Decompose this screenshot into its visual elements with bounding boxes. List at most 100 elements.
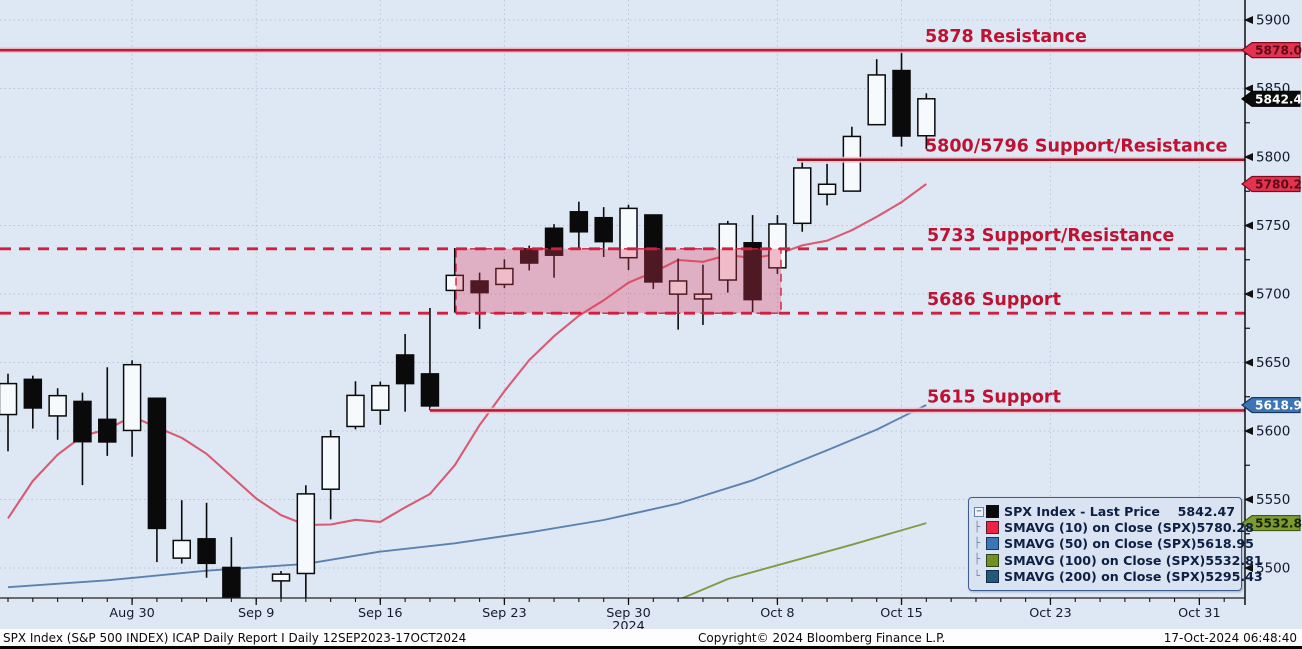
candle-body [792, 167, 812, 225]
axes: 590058505800575057005650560055505500Aug … [0, 0, 1290, 629]
annotations: 5878 Resistance 5800/5796 Support/Resista… [0, 27, 1245, 414]
y-tick-arrow-icon [1244, 495, 1253, 504]
candle-body [197, 538, 216, 565]
candle-body [569, 211, 589, 233]
candle-body [222, 566, 241, 598]
annotation-label: 5878 Resistance [925, 27, 1087, 47]
y-axis-label: 5900 [1256, 13, 1290, 29]
y-tick-arrow-icon [1244, 358, 1253, 367]
candle-body [495, 267, 514, 286]
candle-body [321, 436, 340, 490]
smavg200-swatch-icon [986, 570, 999, 584]
candle-Oct-11 [842, 126, 862, 192]
sma-overlay-line-50 [7, 404, 927, 589]
price-badge-5618.95: 5618.95 [1241, 396, 1302, 414]
status-bar: SPX Index (S&P 500 INDEX) ICAP Daily Rep… [0, 629, 1302, 646]
price-badge-text: 5532.81 [1255, 517, 1302, 531]
spx-swatch-icon [986, 504, 999, 518]
x-axis-label: Sep 16 [358, 606, 402, 621]
candle-body [619, 207, 638, 259]
candle-body [693, 293, 713, 300]
x-axis-label: Oct 31 [1178, 606, 1220, 621]
legend-row-smavg10[interactable]: ├ SMAVG (10) on Close (SPX) 5780.28 [974, 519, 1254, 536]
candle-Oct-7 [743, 215, 762, 313]
price-chart-pane[interactable]: 5878 Resistance 5800/5796 Support/Resista… [0, 0, 1302, 629]
y-tick-arrow-icon [1244, 153, 1253, 161]
legend-value: 5532.81 [1205, 552, 1263, 568]
candle-Oct-15 [892, 49, 911, 147]
candle-body [98, 418, 117, 443]
legend-value: 5842.47 [1177, 503, 1235, 519]
legend-label: SMAVG (10) on Close (SPX) [1004, 520, 1197, 536]
candle-Oct-2 [668, 258, 688, 330]
copyright-text: Copyright© 2024 Bloomberg Finance L.P. [698, 630, 946, 645]
annotation-label: 5733 Support/Resistance [927, 226, 1175, 246]
candle-Sep-20 [470, 272, 489, 329]
candle-body [917, 98, 936, 137]
price-badge-text: 5618.95 [1255, 399, 1302, 413]
candle-Aug-26 [23, 375, 43, 429]
price-badge-5780.28: 5780.28 [1241, 175, 1302, 193]
legend-row-smavg100[interactable]: ├ SMAVG (100) on Close (SPX) 5532.81 [974, 552, 1263, 568]
candle-body [718, 223, 738, 281]
price-badge-shape [1241, 396, 1301, 414]
candle-body [892, 69, 911, 137]
price-badge-shape [1241, 514, 1301, 532]
candle-body [122, 363, 142, 432]
candle-body [420, 373, 440, 407]
chart-legend: − SPX Index - Last Price 5842.47 ├ SMAVG… [968, 497, 1263, 591]
candle-Aug-30 [122, 360, 142, 457]
candle-Aug-23 [0, 373, 18, 452]
sma10-line [7, 183, 927, 527]
candle-body [768, 223, 787, 269]
candle-body [817, 183, 837, 196]
candle-Sep-4 [172, 500, 191, 564]
legend-label: SPX Index - Last Price [1004, 503, 1160, 519]
candle-body [271, 573, 291, 582]
y-axis-label: 5750 [1256, 218, 1290, 234]
x-axis-label: Oct 23 [1029, 606, 1071, 621]
candle-Sep-6 [222, 537, 241, 598]
y-tick-arrow-icon [1244, 84, 1253, 93]
candle-body [395, 354, 415, 385]
legend-tree-expander[interactable]: − [974, 506, 986, 517]
bottom-black-strip [0, 646, 1302, 649]
x-axis-label: Sep 30 [606, 606, 650, 621]
legend-value: 5295.43 [1205, 569, 1263, 585]
tree-branch-icon: ├ [974, 537, 981, 549]
annotation-label: 5615 Support [927, 387, 1061, 407]
candle-Sep-16 [371, 381, 390, 425]
candle-Sep-12 [321, 430, 340, 520]
timestamp: 17-Oct-2024 06:48:40 [1163, 630, 1297, 645]
x-axis-label: Oct 15 [880, 606, 922, 621]
candle-body [867, 74, 886, 126]
candle-Oct-4 [718, 220, 738, 293]
candle-Oct-3 [693, 264, 713, 325]
x-axis-label: Sep 23 [482, 606, 526, 621]
price-badge-shape [1241, 90, 1301, 107]
annotation-label: 5686 Support [927, 290, 1061, 310]
candle-body [296, 493, 316, 575]
x-axis-label: Aug 30 [109, 606, 154, 621]
candle-body [668, 280, 688, 295]
candle-Sep-23 [495, 259, 514, 288]
tree-branch-icon: └ [974, 570, 981, 582]
smavg100-swatch-icon [986, 553, 999, 567]
plot-area[interactable] [0, 49, 936, 629]
sma-overlay-line-100 [680, 522, 927, 598]
candle-body [23, 378, 43, 409]
y-tick-arrow-icon [1244, 16, 1253, 24]
legend-row-smavg200[interactable]: └ SMAVG (200) on Close (SPX) 5295.43 [974, 569, 1263, 585]
y-axis-label: 5700 [1256, 287, 1290, 303]
candle-Aug-28 [73, 392, 92, 486]
legend-row-spx-last-price[interactable]: − SPX Index - Last Price 5842.47 [974, 503, 1235, 519]
candle-Aug-29 [98, 367, 117, 456]
y-tick-arrow-icon [1244, 564, 1253, 572]
legend-row-smavg50[interactable]: ├ SMAVG (50) on Close (SPX) 5618.95 [974, 536, 1254, 552]
x-axis-year-label: 2024 [612, 619, 645, 629]
candle-Oct-10 [817, 163, 837, 206]
price-badge-shape [1241, 42, 1301, 59]
x-axis-label: Oct 8 [760, 606, 794, 621]
candle-body [445, 274, 465, 292]
